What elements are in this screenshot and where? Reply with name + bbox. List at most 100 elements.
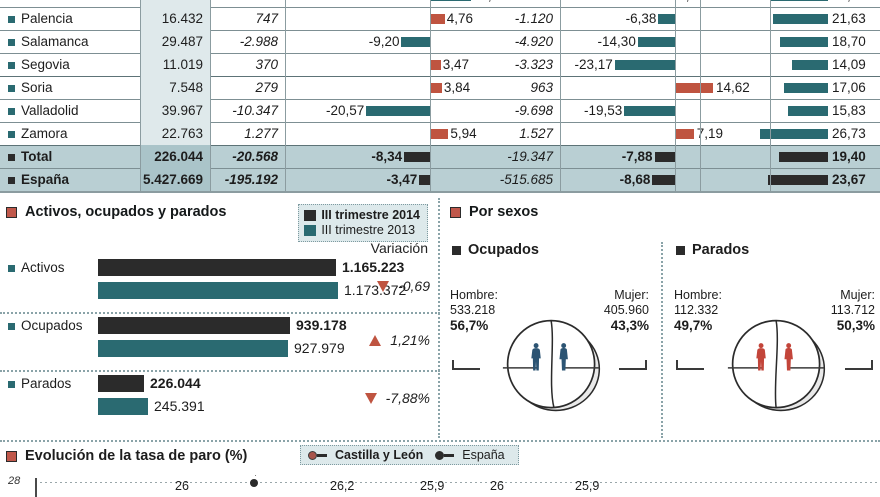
bar-rate: [768, 175, 828, 185]
bar-rate: [780, 37, 828, 47]
row-province-name: León: [0, 0, 140, 7]
row-absolute-value: 45.000: [140, 0, 210, 7]
table-row[interactable]: Salamanca 29.487 -2.988 -9,20 -4.920 -14…: [0, 30, 880, 53]
row-absolute-value-2: -515.685: [430, 168, 560, 191]
table-row[interactable]: Palencia 16.432 747 4,76 -1.120 -6,38 21…: [0, 7, 880, 30]
row-variation-bar-cell-2: 0,12: [560, 0, 700, 7]
bar-2014: [98, 259, 336, 276]
bar-label: -3,47: [386, 168, 417, 191]
legend-label: III trimestre 2013: [321, 223, 415, 238]
hombre-stats: Hombre: 112.332 49,7%: [674, 288, 722, 334]
data-point-label: 26: [175, 479, 189, 493]
column-divider: [430, 0, 431, 193]
bar-label: 23,67: [832, 168, 866, 191]
bar-group[interactable]: Activos 1.165.223 1.173.372 -0,69: [0, 256, 440, 314]
legend-marker: [435, 451, 454, 460]
bar-negative: [419, 175, 430, 185]
bar-group[interactable]: Parados 226.044 245.391 -7,88%: [0, 372, 440, 428]
data-point-label: 25,9: [575, 479, 599, 493]
row-variation-bar-cell: -3,47: [285, 168, 430, 191]
bar-group-label-text: Ocupados: [21, 318, 83, 333]
hombre-pct: 49,7%: [674, 318, 722, 334]
bottom-title-row: Evolución de la tasa de paro (%): [6, 448, 247, 464]
bar-zero-line: [675, 122, 676, 145]
bar-rate: [784, 83, 828, 93]
leader-line-left: [676, 368, 704, 370]
row-color-swatch: [8, 62, 15, 69]
legend-line-icon: [317, 454, 327, 457]
row-variation-bar-cell: -8,34: [285, 145, 430, 168]
row-variation-value: -20.568: [210, 145, 285, 168]
row-absolute-value: 39.967: [140, 99, 210, 122]
row-variation-bar-cell-2: -7,88: [560, 145, 700, 168]
bar-rate: [779, 152, 828, 162]
row-absolute-value-2: -9.698: [430, 99, 560, 122]
bar-label: -8,68: [620, 168, 651, 191]
row-variation-bar-cell: 13,20: [285, 0, 430, 7]
bar-label: 26,73: [832, 122, 866, 145]
row-variation-bar-cell: 3,84: [285, 76, 430, 99]
bar-zero-line: [675, 145, 676, 168]
hombre-label: Hombre:: [450, 288, 498, 303]
table-row[interactable]: León 45.000 7.151 13,20 55 0,12 22,45: [0, 0, 880, 7]
bar-group-label-text: Activos: [21, 260, 65, 275]
mujer-label: Mujer:: [604, 288, 649, 303]
table-row[interactable]: España 5.427.669 -195.192 -3,47 -515.685…: [0, 168, 880, 191]
table-row[interactable]: Total 226.044 -20.568 -8,34 -19.347 -7,8…: [0, 145, 880, 168]
arrow-down-icon: [365, 393, 377, 404]
row-absolute-value-2: -19.347: [430, 145, 560, 168]
bar-negative: [658, 14, 675, 24]
row-label-text: España: [21, 172, 69, 187]
bar-label: -19,53: [584, 99, 622, 122]
table-row[interactable]: Zamora 22.763 1.277 5,94 1.527 7,19 26,7…: [0, 122, 880, 145]
table-row[interactable]: Valladolid 39.967 -10.347 -20,57 -9.698 …: [0, 99, 880, 122]
row-rate-bar-cell: 26,73: [700, 122, 880, 145]
mujer-label: Mujer:: [831, 288, 875, 303]
variation-value: 1,21%: [390, 332, 430, 348]
bar-label: -23,17: [574, 53, 612, 76]
bar-label: -9,20: [369, 30, 400, 53]
data-point-label: 26: [490, 479, 504, 493]
bar-2013: [98, 282, 338, 299]
mujer-pct: 50,3%: [831, 318, 875, 334]
row-variation-bar-cell: 3,47: [285, 53, 430, 76]
column-divider: [770, 0, 771, 193]
section-marker-icon: [450, 207, 461, 218]
row-label-text: Soria: [21, 80, 53, 95]
bar-label: 15,83: [832, 99, 866, 122]
bar-rate: [788, 106, 828, 116]
legend-line-icon: [444, 454, 454, 457]
panel-left-title: Activos, ocupados y parados: [25, 204, 226, 220]
row-province-name: Valladolid: [0, 99, 140, 122]
column-divider: [560, 0, 561, 193]
bar-2014: [98, 375, 144, 392]
bar-zero-line: [675, 0, 676, 7]
table-row[interactable]: Soria 7.548 279 3,84 963 14,62 17,06: [0, 76, 880, 99]
bar-label: -7,88: [622, 145, 653, 168]
row-absolute-value: 16.432: [140, 7, 210, 30]
row-color-swatch: [8, 177, 15, 184]
row-province-name: Salamanca: [0, 30, 140, 53]
legend-swatch: [304, 210, 316, 221]
row-absolute-value-2: -4.920: [430, 30, 560, 53]
leader-line-left: [452, 368, 480, 370]
panel-por-sexos: Por sexos Ocupados Hombre: 533.218 56,7%…: [440, 198, 880, 438]
group-color-swatch: [8, 323, 15, 330]
row-label-text: Salamanca: [21, 34, 89, 49]
row-label-text: Segovia: [21, 57, 70, 72]
bar-rate: [792, 60, 828, 70]
legend-marker: [308, 451, 327, 460]
bar-group-label-text: Parados: [21, 376, 71, 391]
leader-line-right: [845, 368, 873, 370]
bar-group[interactable]: Ocupados 939.178 927.979 1,21%: [0, 314, 440, 372]
row-province-name: Zamora: [0, 122, 140, 145]
legend-dot-icon: [435, 451, 444, 460]
panel-right-title: Por sexos: [469, 204, 538, 220]
table-row[interactable]: Segovia 11.019 370 3,47 -3.323 -23,17 14…: [0, 53, 880, 76]
variation-value: -0,69: [398, 278, 430, 294]
row-variation-value: 7.151: [210, 0, 285, 7]
row-rate-bar-cell: 18,70: [700, 30, 880, 53]
bar-zero-line: [675, 30, 676, 53]
pie-chart-svg: [501, 314, 605, 418]
